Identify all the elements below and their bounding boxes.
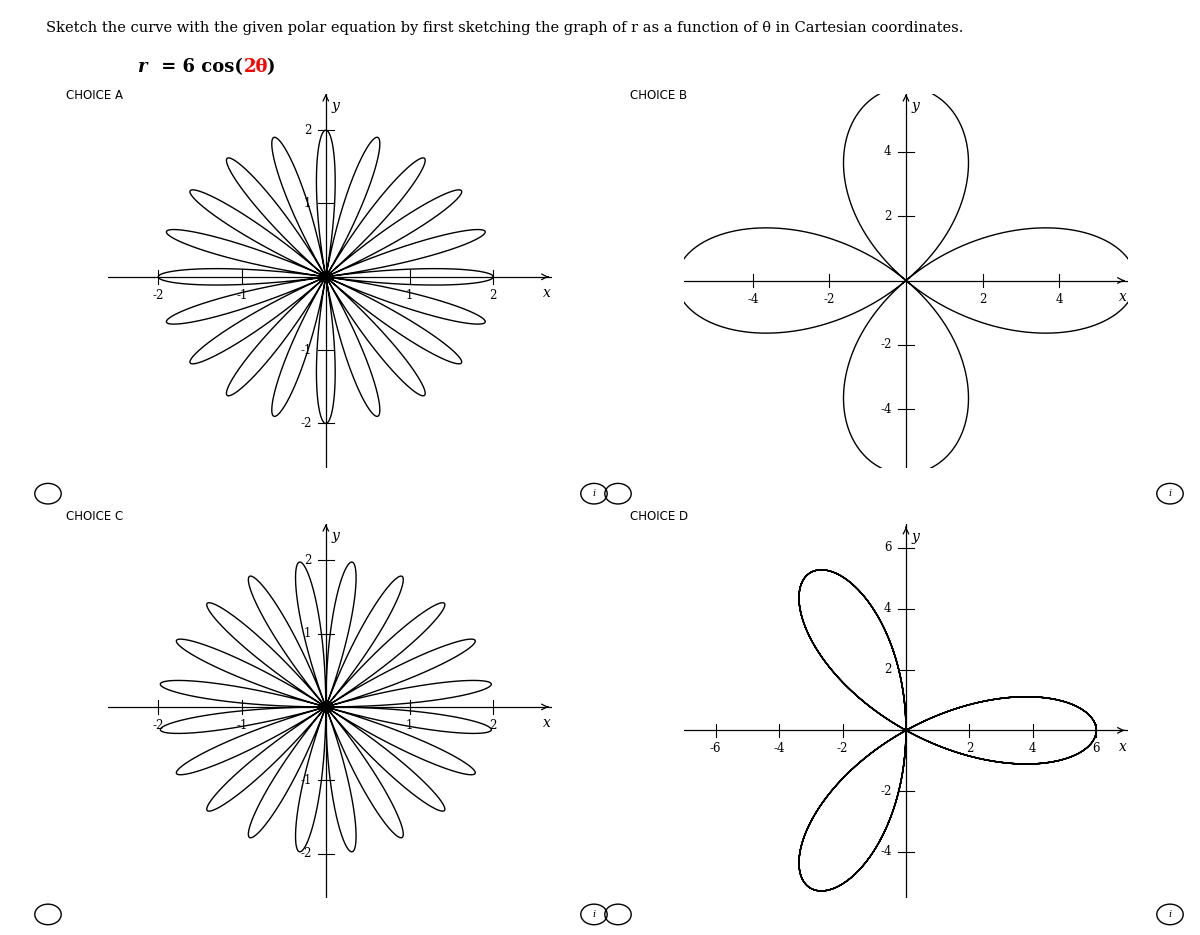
Text: 6: 6 (1092, 742, 1100, 755)
Text: 2: 2 (966, 742, 973, 755)
Text: -2: -2 (881, 338, 892, 352)
Text: -1: -1 (236, 719, 247, 732)
Text: -2: -2 (152, 289, 164, 302)
Text: -2: -2 (300, 847, 312, 860)
Text: -4: -4 (880, 403, 892, 416)
Text: -6: -6 (710, 742, 721, 755)
Text: 1: 1 (406, 289, 413, 302)
Text: -1: -1 (300, 774, 312, 786)
Text: 4: 4 (1055, 293, 1063, 306)
Text: -4: -4 (773, 742, 785, 755)
Text: -4: -4 (880, 845, 892, 858)
Text: 2θ: 2θ (244, 58, 268, 76)
Text: 4: 4 (1030, 742, 1037, 755)
Text: CHOICE B: CHOICE B (630, 89, 688, 102)
Text: x: x (542, 286, 551, 300)
Text: 2: 2 (490, 719, 497, 732)
Text: -2: -2 (152, 719, 164, 732)
Text: 4: 4 (884, 145, 892, 158)
Text: -1: -1 (236, 289, 247, 302)
Text: 2: 2 (884, 663, 892, 676)
Text: y: y (911, 530, 919, 544)
Text: i: i (593, 489, 595, 498)
Text: y: y (331, 529, 340, 543)
Text: i: i (1169, 489, 1171, 498)
Text: 2: 2 (884, 209, 892, 223)
Text: r: r (138, 58, 148, 76)
Text: x: x (1120, 290, 1127, 304)
Text: CHOICE D: CHOICE D (630, 510, 688, 523)
Text: -2: -2 (823, 293, 835, 306)
Text: -4: -4 (748, 293, 758, 306)
Text: Sketch the curve with the given polar equation by first sketching the graph of r: Sketch the curve with the given polar eq… (46, 21, 962, 35)
Text: -2: -2 (300, 417, 312, 430)
Text: i: i (593, 910, 595, 919)
Text: y: y (331, 99, 340, 113)
Text: CHOICE A: CHOICE A (66, 89, 124, 102)
Text: = 6 cos(: = 6 cos( (155, 58, 242, 76)
Text: -2: -2 (881, 784, 892, 798)
Text: -1: -1 (300, 344, 312, 356)
Text: 2: 2 (304, 123, 312, 137)
Text: CHOICE C: CHOICE C (66, 510, 124, 523)
Text: x: x (1120, 740, 1127, 754)
Text: 6: 6 (884, 541, 892, 554)
Text: 1: 1 (304, 627, 312, 640)
Text: 2: 2 (979, 293, 986, 306)
Text: 2: 2 (304, 554, 312, 567)
Text: 2: 2 (490, 289, 497, 302)
Text: 4: 4 (884, 602, 892, 615)
Text: i: i (1169, 910, 1171, 919)
Text: 1: 1 (406, 719, 413, 732)
Text: 1: 1 (304, 197, 312, 210)
Text: x: x (542, 716, 551, 730)
Text: ): ) (266, 58, 275, 76)
Text: y: y (911, 99, 919, 113)
Text: -2: -2 (836, 742, 848, 755)
